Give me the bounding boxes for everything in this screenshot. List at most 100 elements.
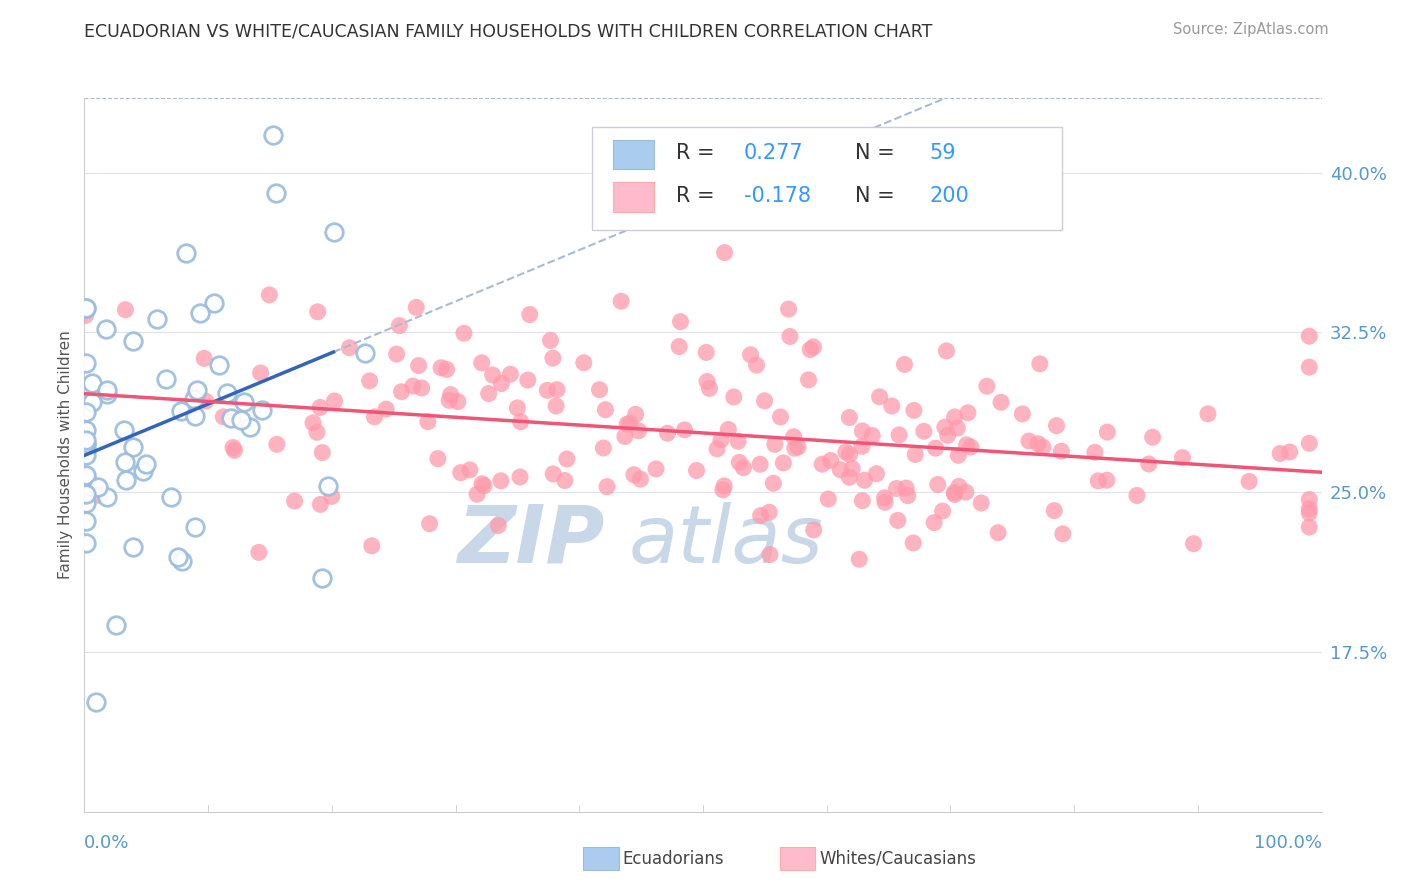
Point [249,366,271,380]
Point [936,428,959,442]
Point [817,491,839,506]
Point [239,420,262,434]
Point [215,386,238,401]
Point [402,379,425,393]
Point [903,536,925,550]
Point [645,462,668,476]
FancyBboxPatch shape [613,182,654,212]
Point [1050,444,1073,458]
Text: atlas: atlas [628,501,824,580]
Point [838,448,860,462]
Point [616,417,638,432]
Point [190,306,212,320]
Point [630,472,652,486]
Text: 0.0%: 0.0% [84,834,129,852]
Point [75,496,97,510]
Point [897,489,920,503]
Point [316,479,339,493]
Text: Whites/Caucasians: Whites/Caucasians [820,850,977,868]
Point [375,402,398,417]
Point [252,402,274,417]
Point [465,487,488,501]
Point [122,440,145,454]
Point [478,386,501,401]
Point [772,456,794,470]
Point [572,356,595,370]
Point [193,351,215,366]
Point [75,434,97,448]
Point [437,393,460,408]
Point [309,497,332,511]
Point [779,329,801,343]
Point [1298,329,1320,343]
Text: R =: R = [676,143,721,163]
Point [229,413,252,427]
Point [860,428,883,442]
Point [75,432,97,446]
Point [169,404,191,418]
Point [75,356,97,370]
Point [943,487,966,501]
Point [887,513,910,527]
Point [1142,430,1164,444]
Point [87,480,110,494]
Point [75,487,97,501]
Point [247,545,270,559]
Point [922,516,945,530]
Point [233,395,256,409]
Point [904,447,927,461]
Point [170,554,193,568]
Y-axis label: Family Households with Children: Family Households with Children [58,331,73,579]
Point [447,394,470,409]
Point [540,334,562,348]
Point [699,381,721,395]
Point [873,495,896,509]
Point [202,296,225,310]
Text: 59: 59 [929,143,956,163]
Point [1052,526,1074,541]
Point [186,383,208,397]
Point [696,375,718,389]
Point [1126,488,1149,502]
Point [624,408,647,422]
Point [307,305,329,319]
Point [903,403,925,417]
Point [519,308,541,322]
Point [472,479,495,493]
Point [799,343,821,357]
Point [1298,506,1320,520]
Point [627,424,650,438]
Point [174,246,197,260]
Point [869,390,891,404]
Point [359,374,381,388]
Point [80,376,103,390]
Point [1026,436,1049,450]
Text: ZIP: ZIP [457,501,605,580]
Point [803,340,825,354]
Point [541,351,564,366]
Point [104,618,127,632]
Point [75,423,97,437]
Point [1032,440,1054,454]
Point [96,491,118,505]
Point [546,383,568,397]
Text: 200: 200 [929,186,969,206]
Point [976,379,998,393]
Point [710,433,733,447]
Point [970,496,993,510]
Point [769,409,792,424]
Point [183,392,205,407]
Point [222,441,245,455]
Point [80,394,103,409]
Point [419,516,441,531]
Point [596,480,619,494]
Point [75,449,97,463]
Point [880,399,903,413]
Point [266,186,288,201]
Point [430,360,453,375]
Point [848,552,870,566]
Point [948,479,970,493]
Point [733,460,755,475]
Point [886,482,908,496]
Point [471,356,494,370]
